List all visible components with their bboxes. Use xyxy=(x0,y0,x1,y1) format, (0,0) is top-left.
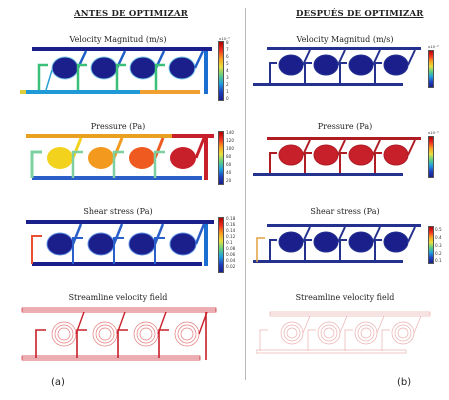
column-divider xyxy=(245,8,246,380)
velocity-right-scale: x10⁻⁴ xyxy=(428,44,439,49)
streamline-plot-right xyxy=(256,311,431,354)
velocity-right-colorbar xyxy=(428,50,434,88)
bottom-channel xyxy=(20,90,140,94)
header-despues: DESPUÉS DE OPTIMIZAR xyxy=(296,9,424,19)
pressure-left-colorbar xyxy=(218,131,224,185)
shear-plot-right xyxy=(253,224,421,263)
shear-right-colorbar xyxy=(428,226,434,264)
header-antes: ANTES DE OPTIMIZAR xyxy=(74,9,189,19)
pressure-chamber-3 xyxy=(129,147,155,169)
pressure-left-ticks: 140 120 100 80 60 40 20 xyxy=(226,130,234,183)
title-shear-left: Shear stress (Pa) xyxy=(83,207,153,216)
title-streamline-left: Streamline velocity field xyxy=(68,293,168,302)
pressure-right-scale: x10⁻³ xyxy=(428,130,439,135)
velocity-left-scale: x10⁻³ xyxy=(219,36,230,41)
pressure-plot-right xyxy=(253,137,421,176)
title-shear-right: Shear stress (Pa) xyxy=(310,207,380,216)
title-velocity-left: Velocity Magnitud (m/s) xyxy=(69,35,167,44)
pressure-chamber-2 xyxy=(88,147,114,169)
shear-right-ticks: 0.5 0.4 0.3 0.2 0.1 xyxy=(435,227,442,263)
velocity-plot-right xyxy=(253,47,421,86)
shear-left-ticks: 0.18 0.16 0.14 0.12 0.1 0.08 0.06 0.04 0… xyxy=(226,216,236,269)
top-channel xyxy=(32,47,212,51)
pressure-right-colorbar xyxy=(428,136,434,178)
pressure-chamber-4 xyxy=(170,147,196,169)
chamber-4 xyxy=(154,50,208,94)
pressure-chamber-1 xyxy=(47,147,73,169)
panel-label-b: (b) xyxy=(397,377,412,388)
title-pressure-right: Pressure (Pa) xyxy=(317,122,373,131)
velocity-left-ticks: 8 7 6 5 4 3 2 1 0 xyxy=(226,40,229,101)
velocity-plot-left xyxy=(20,47,212,94)
shear-left-colorbar xyxy=(218,217,224,273)
title-pressure-left: Pressure (Pa) xyxy=(90,122,146,131)
shear-plot-left xyxy=(26,220,214,266)
streamline-plot-left xyxy=(21,307,217,361)
panel-label-a: (a) xyxy=(51,377,65,388)
title-velocity-right: Velocity Magnitud (m/s) xyxy=(296,35,394,44)
pressure-plot-left xyxy=(26,134,214,180)
bottom-channel-end xyxy=(140,90,200,94)
velocity-left-colorbar xyxy=(218,41,224,101)
title-streamline-right: Streamline velocity field xyxy=(295,293,395,302)
inlet-stub xyxy=(20,90,26,94)
